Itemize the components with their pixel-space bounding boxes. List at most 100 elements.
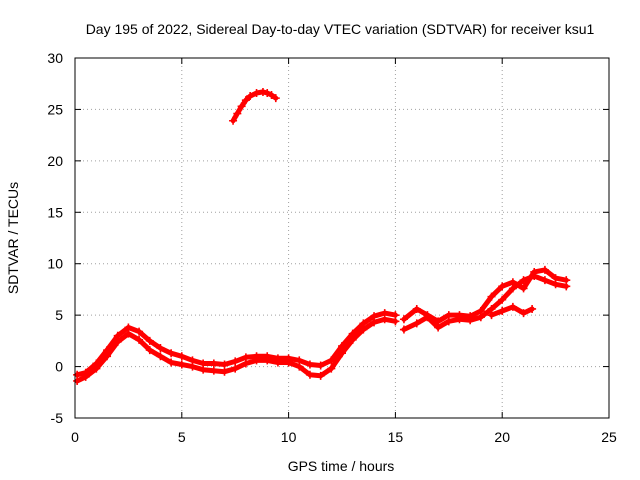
- data-point-marker: [327, 364, 336, 373]
- y-tick-label: 15: [47, 204, 63, 220]
- data-point-marker: [476, 307, 485, 316]
- data-point-marker: [519, 309, 528, 318]
- data-point-marker: [73, 376, 82, 385]
- series-isolated-arc: [229, 87, 280, 125]
- data-point-marker: [252, 88, 261, 97]
- x-tick-label: 20: [494, 429, 510, 445]
- data-point-marker: [124, 329, 133, 338]
- data-point-marker: [241, 359, 250, 368]
- data-point-marker: [263, 356, 272, 365]
- data-point-marker: [199, 365, 208, 374]
- data-series: [73, 87, 571, 385]
- data-point-marker: [81, 372, 90, 381]
- series-line: [401, 267, 569, 324]
- x-tick-label: 10: [281, 429, 297, 445]
- data-point-marker: [399, 315, 408, 324]
- data-point-marker: [145, 336, 154, 345]
- data-point-marker: [246, 92, 255, 101]
- tick-labels: 0 5 10 15 20 25 -5 0 5 10 15 20 25 30: [47, 50, 617, 445]
- y-tick-label: 0: [55, 359, 63, 375]
- grid: [75, 58, 609, 418]
- series-main-trace-lower: [73, 315, 400, 385]
- data-point-marker: [551, 274, 560, 283]
- data-point-marker: [498, 282, 507, 291]
- data-point-marker: [444, 311, 453, 320]
- data-point-marker: [167, 349, 176, 358]
- data-point-marker: [487, 311, 496, 320]
- data-point-marker: [498, 295, 507, 304]
- data-point-marker: [135, 327, 144, 336]
- y-axis-label: SDTVAR / TECUs: [5, 182, 21, 294]
- x-tick-label: 15: [388, 429, 404, 445]
- data-point-marker: [528, 304, 537, 313]
- data-point-marker: [508, 278, 517, 287]
- data-point-marker: [466, 312, 475, 321]
- data-point-marker: [209, 359, 218, 368]
- series-late-trace-upper: [399, 265, 571, 326]
- data-point-marker: [391, 317, 400, 326]
- data-point-marker: [233, 109, 242, 118]
- data-point-marker: [295, 362, 304, 371]
- series-late-trace: [399, 272, 571, 334]
- data-point-marker: [412, 304, 421, 313]
- series-late-trace-branch: [487, 302, 537, 320]
- data-point-marker: [209, 366, 218, 375]
- x-tick-label: 5: [178, 429, 186, 445]
- data-point-marker: [231, 357, 240, 366]
- y-tick-label: 20: [47, 153, 63, 169]
- y-tick-label: 30: [47, 50, 63, 66]
- data-point-marker: [562, 276, 571, 285]
- data-point-marker: [540, 276, 549, 285]
- y-tick-label: 25: [47, 101, 63, 117]
- chart-title: Day 195 of 2022, Sidereal Day-to-day VTE…: [86, 21, 595, 37]
- data-point-marker: [167, 358, 176, 367]
- data-point-marker: [241, 96, 250, 105]
- data-point-marker: [487, 292, 496, 301]
- y-tick-label: 10: [47, 256, 63, 272]
- data-point-marker: [519, 284, 528, 293]
- data-point-marker: [380, 315, 389, 324]
- data-point-marker: [156, 352, 165, 361]
- data-point-marker: [455, 311, 464, 320]
- data-point-marker: [252, 356, 261, 365]
- data-point-marker: [220, 367, 229, 376]
- data-point-marker: [305, 370, 314, 379]
- data-point-marker: [220, 360, 229, 369]
- x-axis-label: GPS time / hours: [288, 458, 395, 474]
- data-point-marker: [231, 364, 240, 373]
- data-point-marker: [237, 102, 246, 111]
- x-tick-label: 25: [601, 429, 617, 445]
- data-point-marker: [498, 307, 507, 316]
- data-point-marker: [338, 349, 346, 358]
- data-point-marker: [530, 267, 539, 276]
- data-point-marker: [135, 335, 144, 344]
- data-point-marker: [267, 91, 276, 100]
- data-point-marker: [399, 325, 408, 334]
- data-point-marker: [177, 352, 186, 361]
- data-point-marker: [263, 88, 272, 97]
- data-point-marker: [423, 311, 432, 320]
- y-tick-label: -5: [51, 410, 64, 426]
- data-point-marker: [92, 364, 101, 373]
- data-point-marker: [348, 335, 357, 344]
- data-point-marker: [156, 344, 165, 353]
- data-point-marker: [113, 337, 122, 346]
- axis-ticks: [74, 57, 610, 419]
- data-point-marker: [370, 318, 379, 327]
- data-point-marker: [177, 360, 186, 369]
- data-point-marker: [305, 360, 314, 369]
- data-point-marker: [316, 361, 325, 370]
- data-point-marker: [188, 362, 197, 371]
- series-line: [401, 273, 569, 332]
- x-tick-label: 0: [71, 429, 79, 445]
- data-point-marker: [316, 371, 325, 380]
- data-point-marker: [508, 302, 517, 311]
- data-point-marker: [412, 319, 421, 328]
- data-point-marker: [434, 317, 443, 326]
- data-point-marker: [145, 346, 154, 355]
- plot-frame: [74, 57, 610, 419]
- data-point-marker: [284, 358, 293, 367]
- y-tick-label: 5: [55, 307, 63, 323]
- data-point-marker: [271, 94, 280, 103]
